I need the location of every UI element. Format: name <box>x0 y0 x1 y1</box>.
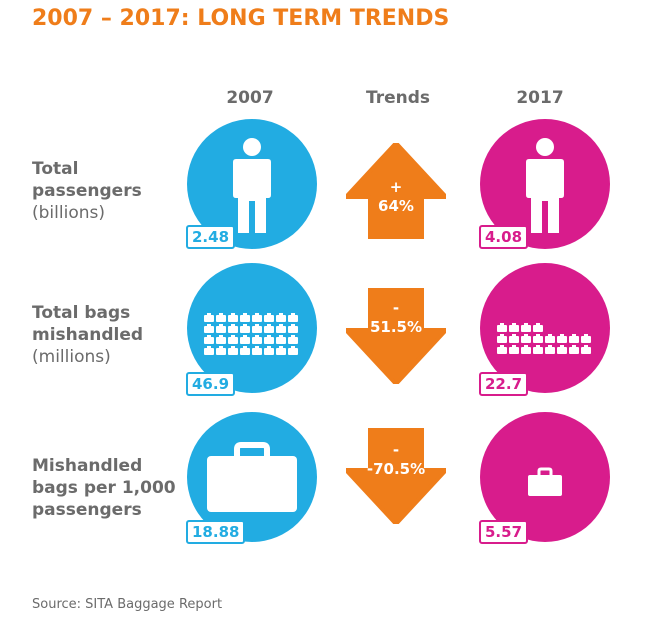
person-icon <box>526 138 564 233</box>
arrow-up-icon <box>346 143 446 239</box>
arrow-down-icon <box>346 288 446 384</box>
value-2017-bags-mishandled: 22.7 <box>479 372 529 396</box>
value-2017-mishandled-per-1000: 5.57 <box>479 520 529 544</box>
row-label-mishandled-per-1000: Mishandled bags per 1,000 passengers <box>32 455 176 521</box>
row-label-passengers: Total passengers (billions) <box>32 158 142 224</box>
trend-value-passengers: 64% <box>378 197 414 215</box>
briefcase-icon <box>528 467 562 496</box>
value-2017-passengers: 4.08 <box>479 225 529 249</box>
row-label-line: Total bags <box>32 303 131 323</box>
trend-value-mishandled-per-1000: -70.5% <box>366 460 426 478</box>
page-title: 2007 – 2017: LONG TERM TRENDS <box>32 6 450 31</box>
row-label-line: Mishandled <box>32 456 143 476</box>
trend-value-bags-mishandled: 51.5% <box>369 318 423 336</box>
trend-sign-mishandled-per-1000: - <box>392 441 400 459</box>
column-header-trends: Trends <box>365 88 431 108</box>
arrow-down-icon <box>346 428 446 524</box>
person-icon <box>233 138 271 233</box>
circle-2017-bags-mishandled <box>480 263 610 393</box>
row-label-line: bags per 1,000 <box>32 478 176 498</box>
trend-sign-bags-mishandled: - <box>392 299 400 317</box>
row-label-line: passengers <box>32 500 142 520</box>
row-label-bags-mishandled: Total bags mishandled (millions) <box>32 302 143 368</box>
bags-grid-icon <box>204 313 298 355</box>
trend-sign-passengers: + <box>389 178 403 196</box>
row-label-line: mishandled <box>32 325 144 345</box>
row-label-unit: (millions) <box>32 347 111 367</box>
source-note: Source: SITA Baggage Report <box>32 597 223 612</box>
value-2007-mishandled-per-1000: 18.88 <box>186 520 246 544</box>
value-2007-passengers: 2.48 <box>186 225 236 249</box>
value-2007-bags-mishandled: 46.9 <box>186 372 236 396</box>
bags-grid-icon <box>497 323 591 354</box>
briefcase-icon <box>207 442 297 512</box>
column-header-2017: 2017 <box>516 88 564 108</box>
row-label-unit: (billions) <box>32 203 105 223</box>
row-label-line: Total <box>32 159 79 179</box>
circle-2007-mishandled-per-1000 <box>187 412 317 542</box>
circle-2007-bags-mishandled <box>187 263 317 393</box>
column-header-2007: 2007 <box>226 88 274 108</box>
row-label-line: passengers <box>32 181 142 201</box>
